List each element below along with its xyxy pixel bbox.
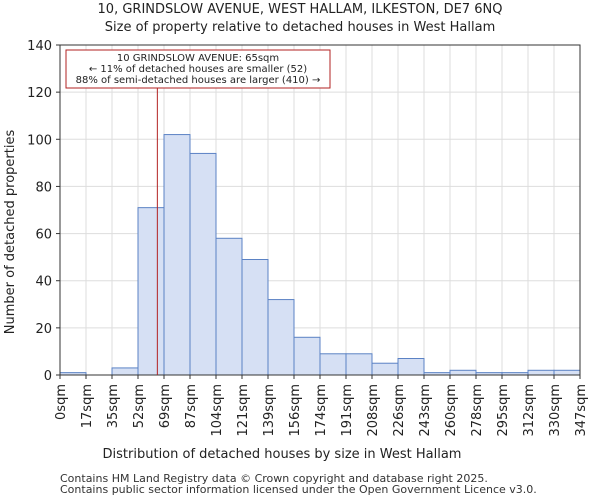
bar [319, 353, 347, 376]
x-tick-label: 312sqm [522, 384, 537, 437]
x-tick-label: 191sqm [340, 384, 355, 437]
bars [59, 134, 581, 376]
x-tick-label: 260sqm [444, 384, 459, 437]
bar [189, 152, 217, 376]
y-tick-label: 20 [35, 322, 52, 337]
x-tick-label: 139sqm [262, 384, 277, 437]
x-tick-label: 208sqm [366, 384, 381, 437]
chart-title: 10, GRINDSLOW AVENUE, WEST HALLAM, ILKES… [97, 2, 503, 17]
x-axis-ticks: 0sqm 17sqm 35sqm 52sqm 69sqm 87sqm 104sqm 121sq… [54, 375, 589, 437]
x-tick-label: 243sqm [418, 384, 433, 437]
x-tick-label: 226sqm [392, 384, 407, 437]
annotation-line-3: 88% of semi-detached houses are larger (… [76, 75, 321, 86]
x-tick-label: 52sqm [132, 384, 147, 428]
x-tick-label: 347sqm [574, 384, 589, 437]
y-tick-label: 120 [27, 86, 52, 101]
bar [449, 369, 477, 376]
y-tick-label: 80 [35, 180, 52, 195]
x-tick-label: 35sqm [106, 384, 121, 428]
y-tick-label: 140 [27, 39, 52, 54]
annotation-frame [65, 49, 331, 89]
annotation-line-1: 10 GRINDSLOW AVENUE: 65sqm [117, 53, 279, 64]
bar [111, 367, 139, 376]
y-axis-ticks: 0 20 40 60 80 100 120 140 [27, 39, 60, 384]
x-tick-label: 0sqm [54, 384, 69, 420]
bar [397, 358, 425, 376]
x-tick-label: 104sqm [210, 384, 225, 437]
bar [553, 369, 581, 376]
y-tick-label: 40 [35, 275, 52, 290]
bar [371, 362, 399, 376]
y-tick-label: 60 [35, 228, 52, 243]
x-tick-label: 330sqm [548, 384, 563, 437]
annotation-box: 10 GRINDSLOW AVENUE: 65sqm ← 11% of deta… [65, 49, 331, 89]
bar [163, 134, 191, 376]
x-tick-label: 17sqm [80, 384, 95, 428]
x-axis-label: Distribution of detached houses by size … [103, 447, 462, 462]
y-axis-label: Number of detached properties [3, 130, 18, 335]
y-tick-label: 0 [44, 369, 52, 384]
x-tick-label: 87sqm [184, 384, 199, 428]
x-tick-label: 295sqm [496, 384, 511, 437]
x-tick-label: 278sqm [470, 384, 485, 437]
x-tick-label: 156sqm [288, 384, 303, 437]
footer-licence: Contains public sector information licen… [60, 483, 537, 496]
x-tick-label: 174sqm [314, 384, 329, 437]
chart-subtitle: Size of property relative to detached ho… [104, 20, 496, 35]
bar [267, 299, 295, 376]
bar [527, 369, 555, 376]
bar [241, 259, 269, 376]
y-tick-label: 100 [27, 133, 52, 148]
footer-copyright: Contains HM Land Registry data © Crown c… [60, 472, 488, 485]
bar [215, 237, 243, 376]
x-tick-label: 121sqm [236, 384, 251, 437]
bar [137, 207, 165, 376]
bar [345, 353, 373, 376]
bar [293, 336, 321, 376]
x-tick-label: 69sqm [158, 384, 173, 428]
annotation-line-2: ← 11% of detached houses are smaller (52… [89, 64, 307, 75]
histogram-chart: 10 GRINDSLOW AVENUE: 65sqm ← 11% of deta… [3, 39, 589, 462]
